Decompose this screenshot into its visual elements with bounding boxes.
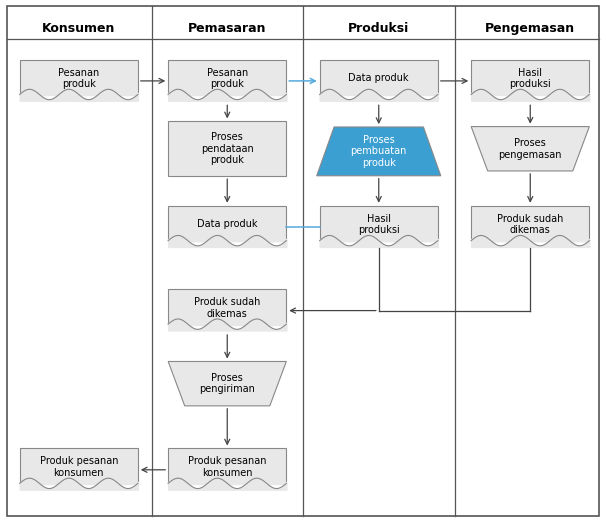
Text: Hasil
produksi: Hasil produksi (358, 213, 399, 235)
FancyBboxPatch shape (19, 60, 138, 94)
Polygon shape (317, 127, 441, 176)
FancyBboxPatch shape (471, 206, 589, 241)
Text: Pesanan
produk: Pesanan produk (207, 67, 248, 89)
Text: Hasil
produksi: Hasil produksi (510, 67, 551, 89)
Text: Pemasaran: Pemasaran (188, 22, 267, 35)
FancyBboxPatch shape (471, 60, 589, 94)
Text: Produksi: Produksi (348, 22, 410, 35)
Text: Pesanan
produk: Pesanan produk (58, 67, 99, 89)
Text: Data produk: Data produk (348, 73, 409, 84)
FancyBboxPatch shape (168, 122, 286, 176)
Text: Proses
pembuatan
produk: Proses pembuatan produk (350, 135, 407, 168)
FancyBboxPatch shape (168, 448, 286, 483)
FancyBboxPatch shape (168, 289, 286, 324)
Polygon shape (168, 362, 287, 406)
Text: Konsumen: Konsumen (42, 22, 116, 35)
FancyBboxPatch shape (320, 60, 438, 94)
Text: Data produk: Data produk (197, 219, 258, 230)
FancyBboxPatch shape (19, 448, 138, 483)
Text: Proses
pendataan
produk: Proses pendataan produk (201, 132, 254, 165)
Polygon shape (471, 127, 589, 171)
Text: Produk pesanan
konsumen: Produk pesanan konsumen (188, 456, 267, 478)
FancyBboxPatch shape (320, 206, 438, 241)
Text: Produk pesanan
konsumen: Produk pesanan konsumen (39, 456, 118, 478)
Text: Produk sudah
dikemas: Produk sudah dikemas (194, 297, 261, 319)
Text: Proses
pengemasan: Proses pengemasan (499, 138, 562, 160)
Text: Produk sudah
dikemas: Produk sudah dikemas (497, 213, 564, 235)
Text: Pengemasan: Pengemasan (485, 22, 575, 35)
FancyBboxPatch shape (168, 206, 286, 241)
Text: Proses
pengiriman: Proses pengiriman (199, 373, 255, 395)
FancyBboxPatch shape (168, 60, 286, 94)
